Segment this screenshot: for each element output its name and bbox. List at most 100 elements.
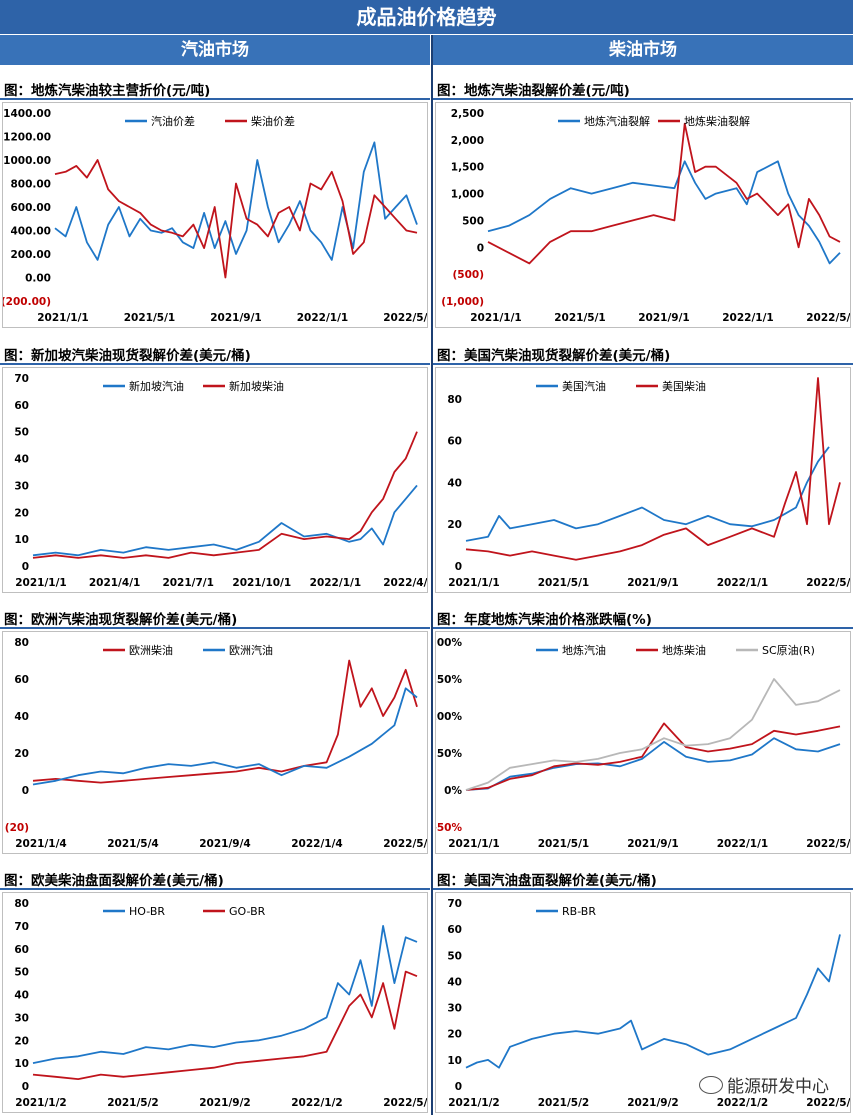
- x-tick-label: 2021/5/2: [107, 1097, 159, 1109]
- title-underline: [433, 888, 853, 890]
- line-chart: 0 10 20 30 40 50 60 70 2021/1/2 2021/5/2 2021/9/2 2…: [447, 898, 853, 1109]
- y-tick-label: 200%: [436, 637, 462, 649]
- x-tick-label: 2021/1/1: [448, 577, 500, 589]
- y-tick-label: 60: [14, 400, 29, 412]
- y-tick-label: 2,500: [451, 108, 484, 120]
- title-underline: [433, 363, 853, 365]
- y-tick-label: 40: [447, 477, 462, 489]
- series-line: [465, 446, 830, 542]
- series-line: [54, 141, 418, 261]
- y-tick-label: 40: [14, 711, 29, 723]
- y-tick-label: 0: [22, 785, 29, 797]
- chart-panel: 图：新加坡汽柴油现货裂解价差(美元/桶) 0 10 20 30 40 50 60 70 2021/…: [0, 333, 435, 595]
- y-tick-label: 10: [14, 534, 29, 546]
- x-tick-label: 2021/5/1: [538, 838, 590, 850]
- x-tick-label: 2021/5/1: [554, 312, 606, 324]
- chart-title: 图：美国汽柴油现货裂解价差(美元/桶): [437, 348, 671, 364]
- y-tick-label: (1,000): [441, 296, 484, 308]
- x-tick-label: 2021/1/2: [15, 1097, 67, 1109]
- legend-label: 地炼柴油: [662, 643, 706, 657]
- title-underline: [0, 888, 430, 890]
- x-tick-label: 2021/1/1: [448, 838, 500, 850]
- y-tick-label: 50: [447, 950, 462, 962]
- series-line: [32, 925, 418, 1064]
- y-tick-label: 0: [455, 1081, 462, 1093]
- x-tick-label: 2022/5/2: [383, 1097, 427, 1109]
- line-chart: (1,000) (500) 0 500 1,000 1,500 2,000 2,500 2021…: [441, 108, 853, 324]
- x-tick-label: 2021/9/1: [627, 577, 679, 589]
- section-gasoline: 汽油市场: [0, 35, 430, 65]
- watermark: 能源研发中心: [699, 1072, 829, 1097]
- y-tick-label: 20: [447, 1029, 462, 1041]
- series-line: [32, 970, 418, 1081]
- chart-panel: 图：欧洲汽柴油现货裂解价差(美元/桶) (20) 0 20 40 60 80 2021/1/4…: [0, 597, 435, 856]
- wechat-icon: [699, 1075, 723, 1094]
- y-tick-label: 30: [14, 1012, 29, 1024]
- series-line: [54, 159, 418, 279]
- y-tick-label: 10: [14, 1058, 29, 1070]
- x-tick-label: 2022/5/1: [806, 838, 850, 850]
- series-line: [32, 484, 418, 557]
- chart-title: 图：地炼汽柴油较主营折价(元/吨): [4, 83, 211, 99]
- legend-label: 美国汽油: [562, 379, 606, 393]
- x-tick-label: 2021/9/2: [199, 1097, 251, 1109]
- page-title: 成品油价格趋势: [0, 0, 853, 34]
- series-line: [32, 431, 418, 559]
- y-tick-label: 50: [14, 427, 29, 439]
- y-tick-label: 80: [14, 637, 29, 649]
- x-tick-label: 2022/1/1: [722, 312, 774, 324]
- x-tick-label: 2022/5/4: [383, 838, 427, 850]
- y-tick-label: (500): [452, 269, 484, 281]
- column-divider: [431, 35, 433, 1115]
- legend-label: 柴油价差: [251, 114, 295, 128]
- watermark-text: 能源研发中心: [727, 1077, 829, 1097]
- chart-title: 图：美国汽油盘面裂解价差(美元/桶): [437, 873, 657, 889]
- x-tick-label: 2022/1/1: [717, 577, 769, 589]
- line-chart: -50% 0% 50% 100% 150% 200% 2021/1/1 2021/5/1 202…: [430, 637, 853, 850]
- chart-panel: 图：欧美柴油盘面裂解价差(美元/桶) 0 10 20 30 40 50 60 70 80 2021/…: [0, 858, 435, 1115]
- y-tick-label: 40: [14, 454, 29, 466]
- y-tick-label: 100%: [436, 711, 462, 723]
- title-underline: [0, 98, 430, 100]
- y-tick-label: 200.00: [10, 249, 51, 261]
- y-tick-label: 20: [14, 748, 29, 760]
- y-tick-label: 60: [14, 674, 29, 686]
- y-tick-label: 600.00: [10, 202, 51, 214]
- x-tick-label: 2022/5/2: [806, 1097, 850, 1109]
- y-tick-label: 60: [447, 436, 462, 448]
- y-tick-label: 40: [14, 990, 29, 1002]
- x-tick-label: 2021/4/1: [89, 577, 141, 589]
- x-tick-label: 2021/1/1: [37, 312, 89, 324]
- series-line: [465, 934, 841, 1069]
- x-tick-label: 2021/10/1: [232, 577, 291, 589]
- chart-area: (200.00) 0.00 200.00 400.00 600.00 800.00 1000…: [1, 102, 435, 328]
- y-tick-label: 1,000: [451, 189, 484, 201]
- y-tick-label: (20): [5, 822, 29, 834]
- chart-panel: 图：美国汽柴油现货裂解价差(美元/桶) 0 20 40 60 80 2021/1/1 2021…: [433, 333, 853, 595]
- x-tick-label: 2021/5/4: [107, 838, 159, 850]
- y-tick-label: 0: [477, 242, 484, 254]
- title-underline: [433, 98, 853, 100]
- x-tick-label: 2022/1/1: [310, 577, 362, 589]
- y-tick-label: 1000.00: [3, 155, 51, 167]
- y-tick-label: 30: [14, 480, 29, 492]
- y-tick-label: 60: [447, 924, 462, 936]
- x-tick-label: 2021/7/1: [162, 577, 214, 589]
- legend-label: 地炼柴油裂解: [684, 114, 750, 128]
- y-tick-label: 60: [14, 944, 29, 956]
- legend-label: 汽油价差: [151, 114, 195, 128]
- x-tick-label: 2021/1/1: [15, 577, 67, 589]
- chart-area: 0 10 20 30 40 50 60 70 2021/1/2 2021/5/2 2021/9/2 2…: [435, 892, 853, 1113]
- legend-label: RB-BR: [562, 905, 596, 918]
- x-tick-label: 2021/9/1: [638, 312, 690, 324]
- x-tick-label: 2021/9/1: [627, 838, 679, 850]
- y-tick-label: 50: [14, 967, 29, 979]
- y-tick-label: 0: [455, 561, 462, 573]
- chart-title: 图：地炼汽柴油裂解价差(元/吨): [437, 83, 630, 99]
- x-tick-label: 2021/5/1: [124, 312, 176, 324]
- series-line: [32, 687, 418, 786]
- chart-area: -50% 0% 50% 100% 150% 200% 2021/1/1 2021/5/1 202…: [430, 631, 853, 854]
- x-tick-label: 2022/5/1: [806, 312, 850, 324]
- y-tick-label: 20: [14, 1035, 29, 1047]
- y-tick-label: 800.00: [10, 179, 51, 191]
